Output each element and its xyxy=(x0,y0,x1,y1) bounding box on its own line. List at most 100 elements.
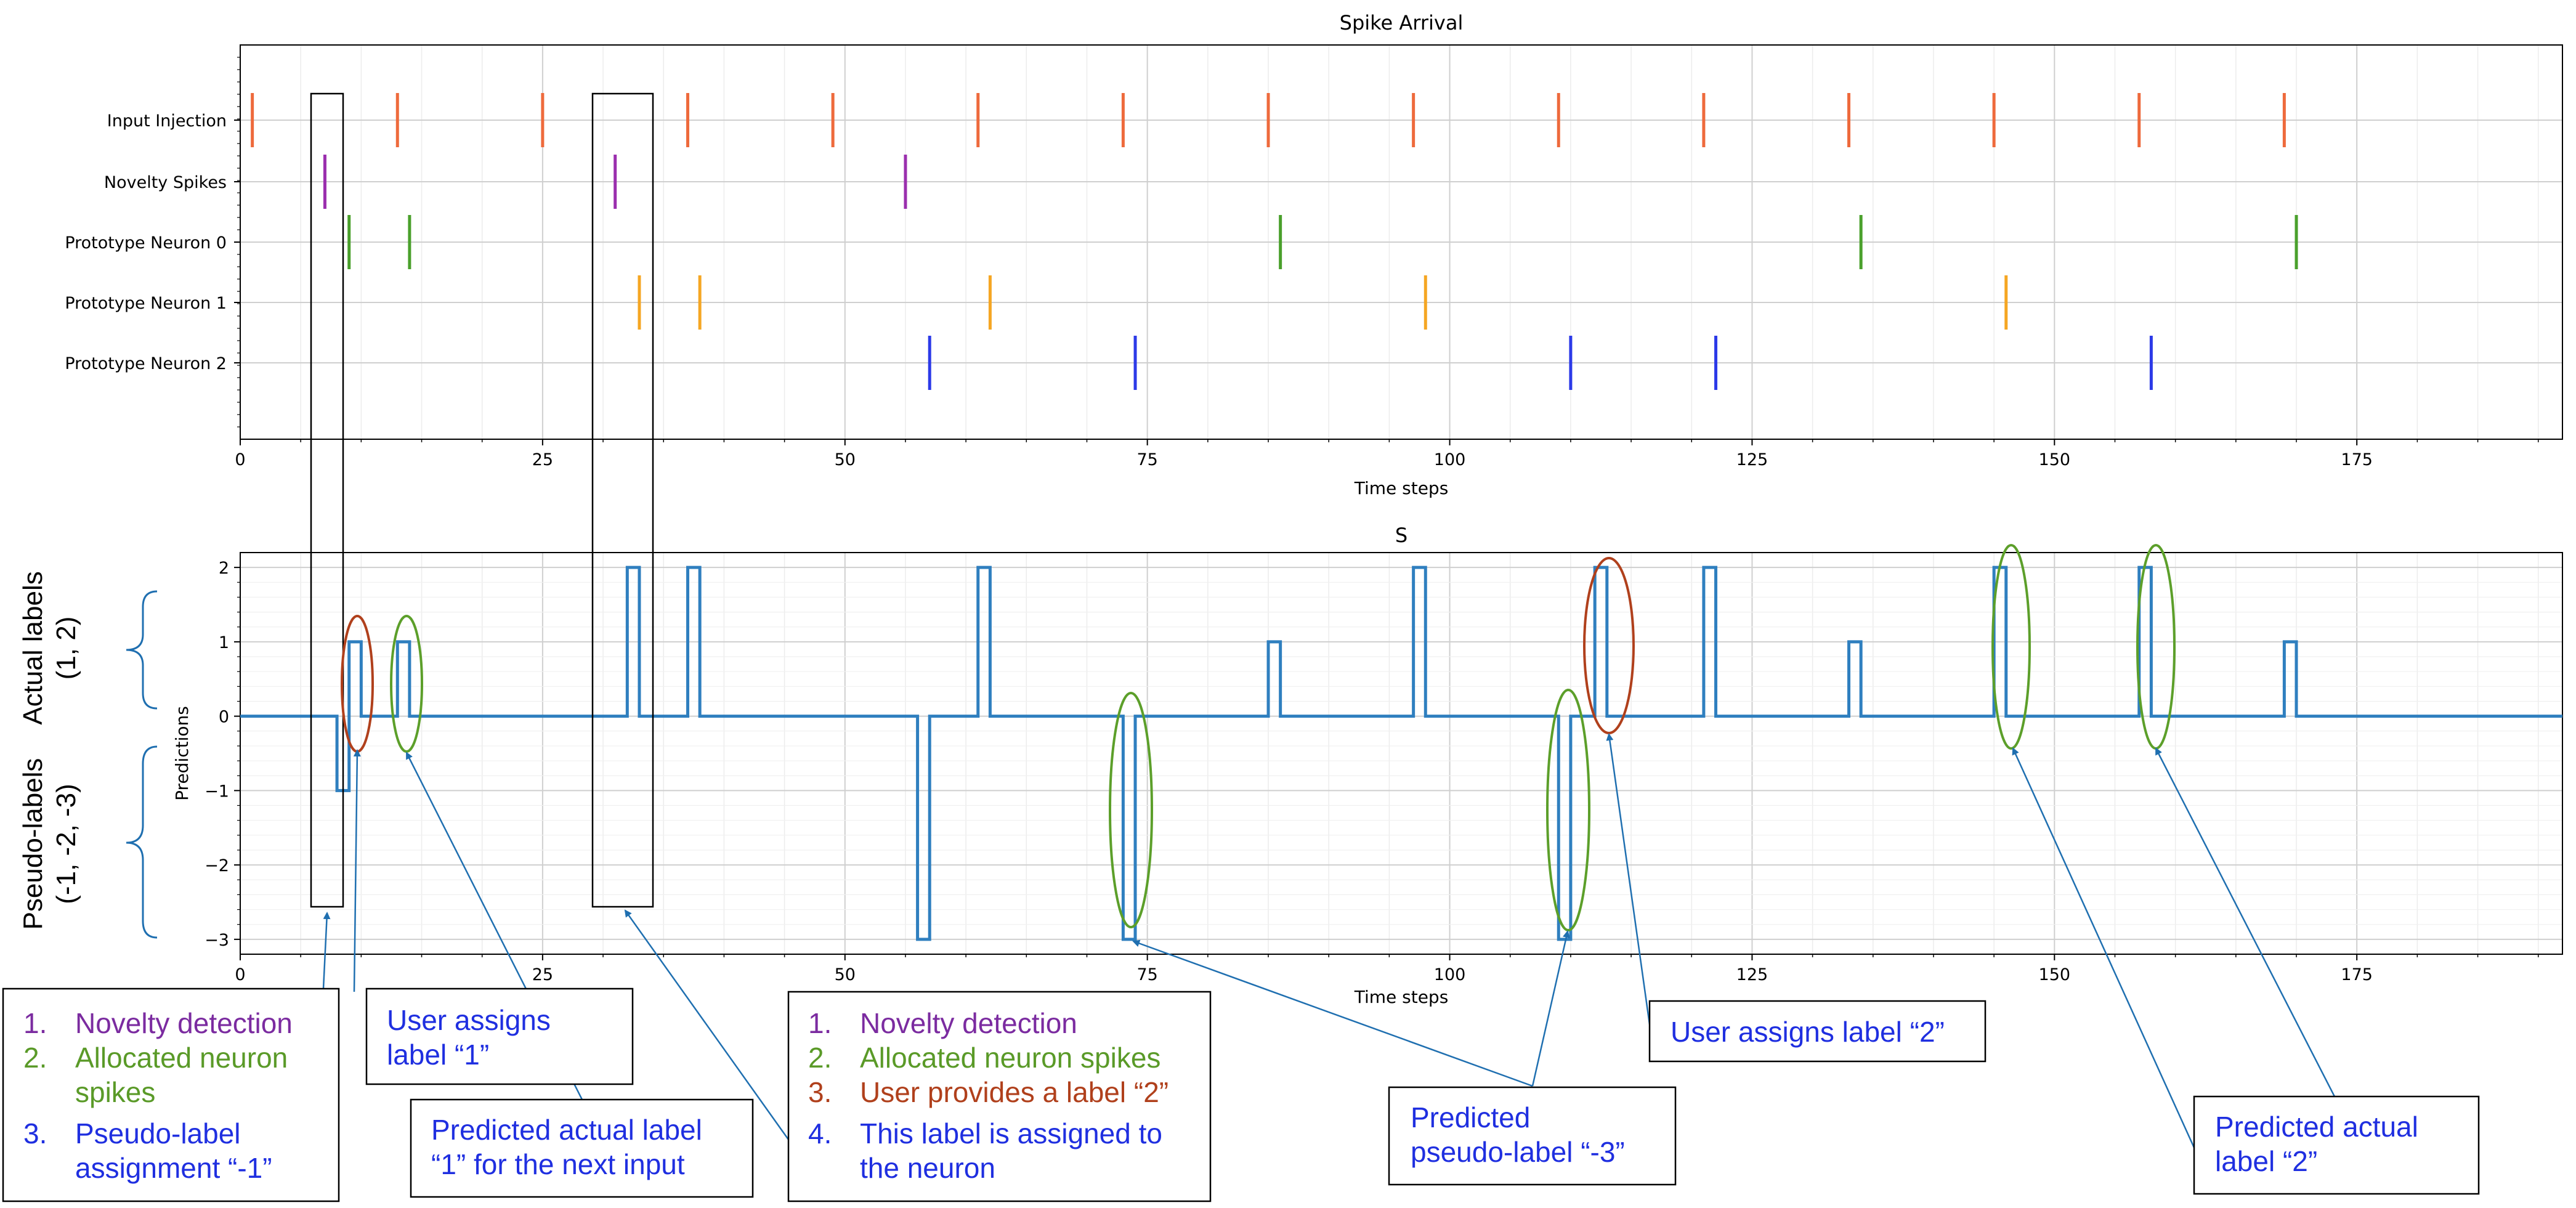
annotation-box-3: Predicted actual label “1” for the next … xyxy=(410,1098,754,1198)
box4-num4: 4. xyxy=(808,1117,832,1149)
top-x-tick-label: 50 xyxy=(835,450,856,469)
ellipse-predicted-label-2a xyxy=(1991,544,2031,750)
arrow-box6 xyxy=(1606,733,1651,1025)
box4-line3: User provides a label “2” xyxy=(860,1076,1169,1108)
ellipse-pseudo-label-a xyxy=(1109,692,1153,928)
arrow-box5b xyxy=(1531,930,1570,1087)
bottom-x-axis-label: Time steps xyxy=(1354,987,1449,1007)
annotation-box-2: User assigns label “1” xyxy=(365,987,634,1085)
predictions-chart: 0 25 50 75 100 125 150 175 2 1 0 −1 −2 −3 S Time ste… xyxy=(172,524,2563,1007)
bottom-y-tick-label: −2 xyxy=(205,856,229,875)
annotation-box-7: Predicted actual label “2” xyxy=(2193,1095,2480,1195)
top-row-label: Novelty Spikes xyxy=(104,173,227,192)
box4-line4b: the neuron xyxy=(860,1152,995,1184)
box4-line2: Allocated neuron spikes xyxy=(860,1042,1160,1074)
top-chart-title: Spike Arrival xyxy=(1340,11,1464,34)
ellipse-pseudo-label-b xyxy=(1546,689,1590,931)
box7-line2: label “2” xyxy=(2215,1145,2317,1177)
top-x-tick-label: 25 xyxy=(532,450,553,469)
pseudo-labels-brace xyxy=(126,745,158,939)
side-labels: Actual labels (1, 2) Pseudo-labels (-1, … xyxy=(18,571,158,939)
spike-marks xyxy=(251,93,2298,390)
spike-arrival-chart: 0 25 50 75 100 125 150 175 Input Injection Novel… xyxy=(65,11,2563,498)
predictions-series-line xyxy=(240,565,2562,941)
actual-labels-values: (1, 2) xyxy=(51,617,81,680)
bottom-x-tick-label: 75 xyxy=(1136,965,1157,984)
top-row-labels: Input Injection Novelty Spikes Prototype N… xyxy=(65,57,240,428)
box4-num3: 3. xyxy=(808,1076,832,1108)
ellipse-user-label-2 xyxy=(1583,557,1635,734)
annotation-box-6: User assigns label “2” xyxy=(1648,1000,1987,1063)
box3-line2: “1” for the next input xyxy=(431,1148,685,1180)
arrow-box5a xyxy=(1132,939,1533,1087)
bottom-x-tick-label: 125 xyxy=(1736,965,1768,984)
annotation-box-1-frame xyxy=(2,987,340,1202)
box1-num1: 1. xyxy=(23,1007,47,1039)
box5-line2: pseudo-label “-3” xyxy=(1411,1136,1625,1168)
bottom-x-tick-label: 50 xyxy=(835,965,856,984)
top-grid xyxy=(240,45,2562,439)
bottom-y-tick-label: −1 xyxy=(205,782,229,801)
box1-line2b: spikes xyxy=(75,1076,155,1108)
top-x-tick-label: 125 xyxy=(1736,450,1768,469)
pseudo-labels-values: (-1, -2, -3) xyxy=(51,784,81,904)
actual-labels-title: Actual labels xyxy=(18,571,48,724)
annotation-box-4: 1. Novelty detection 2. Allocated neuron… xyxy=(787,991,1212,1202)
bottom-y-ticks: 2 1 0 −1 −2 −3 xyxy=(205,559,240,950)
bottom-x-tick-label: 25 xyxy=(532,965,553,984)
box1-line3b: assignment “-1” xyxy=(75,1152,272,1184)
annotation-box-4-frame xyxy=(787,991,1212,1202)
highlight-window-2 xyxy=(591,92,654,908)
top-x-ticks: 0 25 50 75 100 125 150 175 xyxy=(235,439,2539,469)
top-row-label: Prototype Neuron 0 xyxy=(65,233,227,253)
bottom-y-tick-label: 0 xyxy=(219,708,229,727)
top-row-label: Input Injection xyxy=(107,111,227,131)
arrow-box1 xyxy=(322,912,331,989)
ellipse-predicted-label-2b xyxy=(2136,544,2176,750)
box1-num2: 2. xyxy=(23,1042,47,1074)
annotation-box-6-frame xyxy=(1648,1000,1987,1063)
annotation-box-7-frame xyxy=(2193,1095,2480,1195)
top-row-label: Prototype Neuron 1 xyxy=(65,294,227,313)
bottom-y-tick-label: −3 xyxy=(205,931,229,950)
top-x-tick-label: 75 xyxy=(1136,450,1157,469)
ellipse-predicted-label-1 xyxy=(390,615,423,753)
box1-line1: Novelty detection xyxy=(75,1007,293,1039)
box1-line3a: Pseudo-label xyxy=(75,1117,241,1149)
arrow-box7a xyxy=(2012,747,2195,1148)
top-row-label: Prototype Neuron 2 xyxy=(65,354,227,373)
box4-num2: 2. xyxy=(808,1042,832,1074)
annotation-box-3-frame xyxy=(410,1098,754,1198)
box7-line1: Predicted actual xyxy=(2215,1111,2418,1143)
box4-num1: 1. xyxy=(808,1007,832,1039)
pseudo-labels-title: Pseudo-labels xyxy=(18,758,48,930)
annotation-box-5: Predicted pseudo-label “-3” xyxy=(1388,1086,1677,1186)
box3-line1: Predicted actual label xyxy=(431,1114,702,1146)
arrow-box2 xyxy=(353,749,361,992)
box1-line2a: Allocated neuron xyxy=(75,1042,288,1074)
bottom-y-axis-label: Predictions xyxy=(172,706,192,801)
bottom-x-tick-label: 175 xyxy=(2341,965,2373,984)
annotation-box-1: 1. Novelty detection 2. Allocated neuron… xyxy=(2,987,340,1202)
box6-line1: User assigns label “2” xyxy=(1671,1016,1945,1048)
top-x-axis-label: Time steps xyxy=(1354,478,1449,498)
highlight-ellipses xyxy=(341,544,2176,931)
box2-line1: User assigns xyxy=(387,1004,551,1036)
bottom-grid xyxy=(240,553,2562,954)
arrow-box4 xyxy=(624,909,802,1157)
box1-num3: 3. xyxy=(23,1117,47,1149)
box4-line4a: This label is assigned to xyxy=(860,1117,1162,1149)
bottom-y-tick-label: 2 xyxy=(219,559,229,578)
bottom-x-ticks: 0 25 50 75 100 125 150 175 xyxy=(235,954,2539,984)
top-x-tick-label: 0 xyxy=(235,450,245,469)
actual-labels-brace xyxy=(126,590,158,710)
bottom-x-tick-label: 0 xyxy=(235,965,245,984)
top-x-tick-label: 150 xyxy=(2039,450,2071,469)
arrow-box7b xyxy=(2155,747,2336,1097)
box5-line1: Predicted xyxy=(1411,1101,1530,1133)
highlight-window-1 xyxy=(310,92,344,908)
bottom-chart-title: S xyxy=(1395,524,1407,547)
box4-line1: Novelty detection xyxy=(860,1007,1077,1039)
bottom-y-tick-label: 1 xyxy=(219,633,229,652)
